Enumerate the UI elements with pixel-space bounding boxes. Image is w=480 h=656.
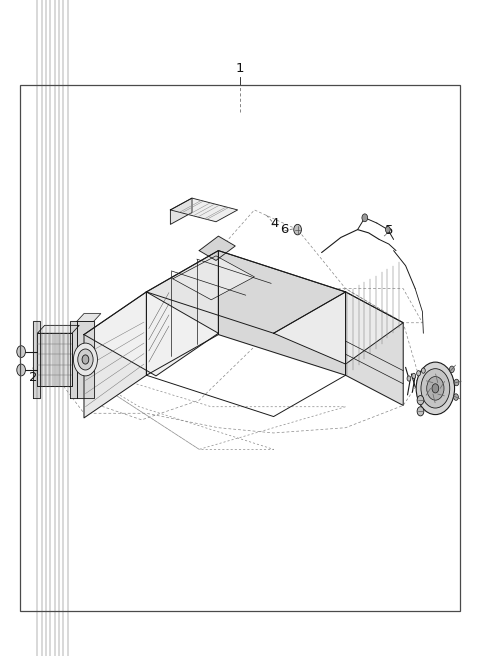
Bar (20, 85, 460, 611)
Circle shape (17, 346, 25, 358)
Circle shape (421, 368, 425, 373)
Circle shape (416, 362, 455, 415)
Circle shape (17, 364, 25, 376)
Polygon shape (77, 321, 94, 398)
Text: 3: 3 (447, 382, 456, 395)
Polygon shape (199, 236, 235, 260)
Circle shape (294, 224, 301, 235)
Circle shape (73, 343, 97, 376)
Polygon shape (146, 251, 346, 333)
Polygon shape (170, 198, 238, 222)
Polygon shape (77, 314, 101, 321)
Circle shape (421, 369, 450, 408)
Polygon shape (274, 292, 403, 364)
Circle shape (78, 349, 93, 370)
Circle shape (417, 396, 424, 405)
Polygon shape (173, 256, 254, 300)
Polygon shape (170, 198, 192, 224)
Circle shape (417, 407, 424, 416)
Text: 6: 6 (280, 223, 288, 236)
Polygon shape (84, 292, 218, 376)
Text: 5: 5 (384, 224, 393, 237)
Circle shape (385, 226, 390, 233)
Polygon shape (84, 292, 146, 418)
Circle shape (427, 377, 444, 400)
Circle shape (82, 355, 89, 364)
Circle shape (454, 379, 459, 386)
Circle shape (432, 384, 439, 393)
Circle shape (454, 394, 458, 400)
Polygon shape (33, 321, 40, 398)
Text: 2: 2 (29, 371, 38, 384)
Polygon shape (346, 292, 403, 405)
Circle shape (412, 373, 416, 379)
Polygon shape (37, 325, 79, 333)
Circle shape (417, 371, 420, 376)
Text: 4: 4 (270, 216, 279, 230)
Polygon shape (218, 251, 346, 375)
Text: 6: 6 (430, 403, 439, 417)
Circle shape (449, 366, 454, 373)
Text: 1: 1 (236, 62, 244, 75)
Circle shape (362, 214, 368, 222)
Text: 6: 6 (424, 392, 432, 405)
Circle shape (407, 376, 411, 381)
Polygon shape (37, 333, 72, 386)
Polygon shape (146, 251, 218, 375)
Polygon shape (70, 321, 77, 398)
